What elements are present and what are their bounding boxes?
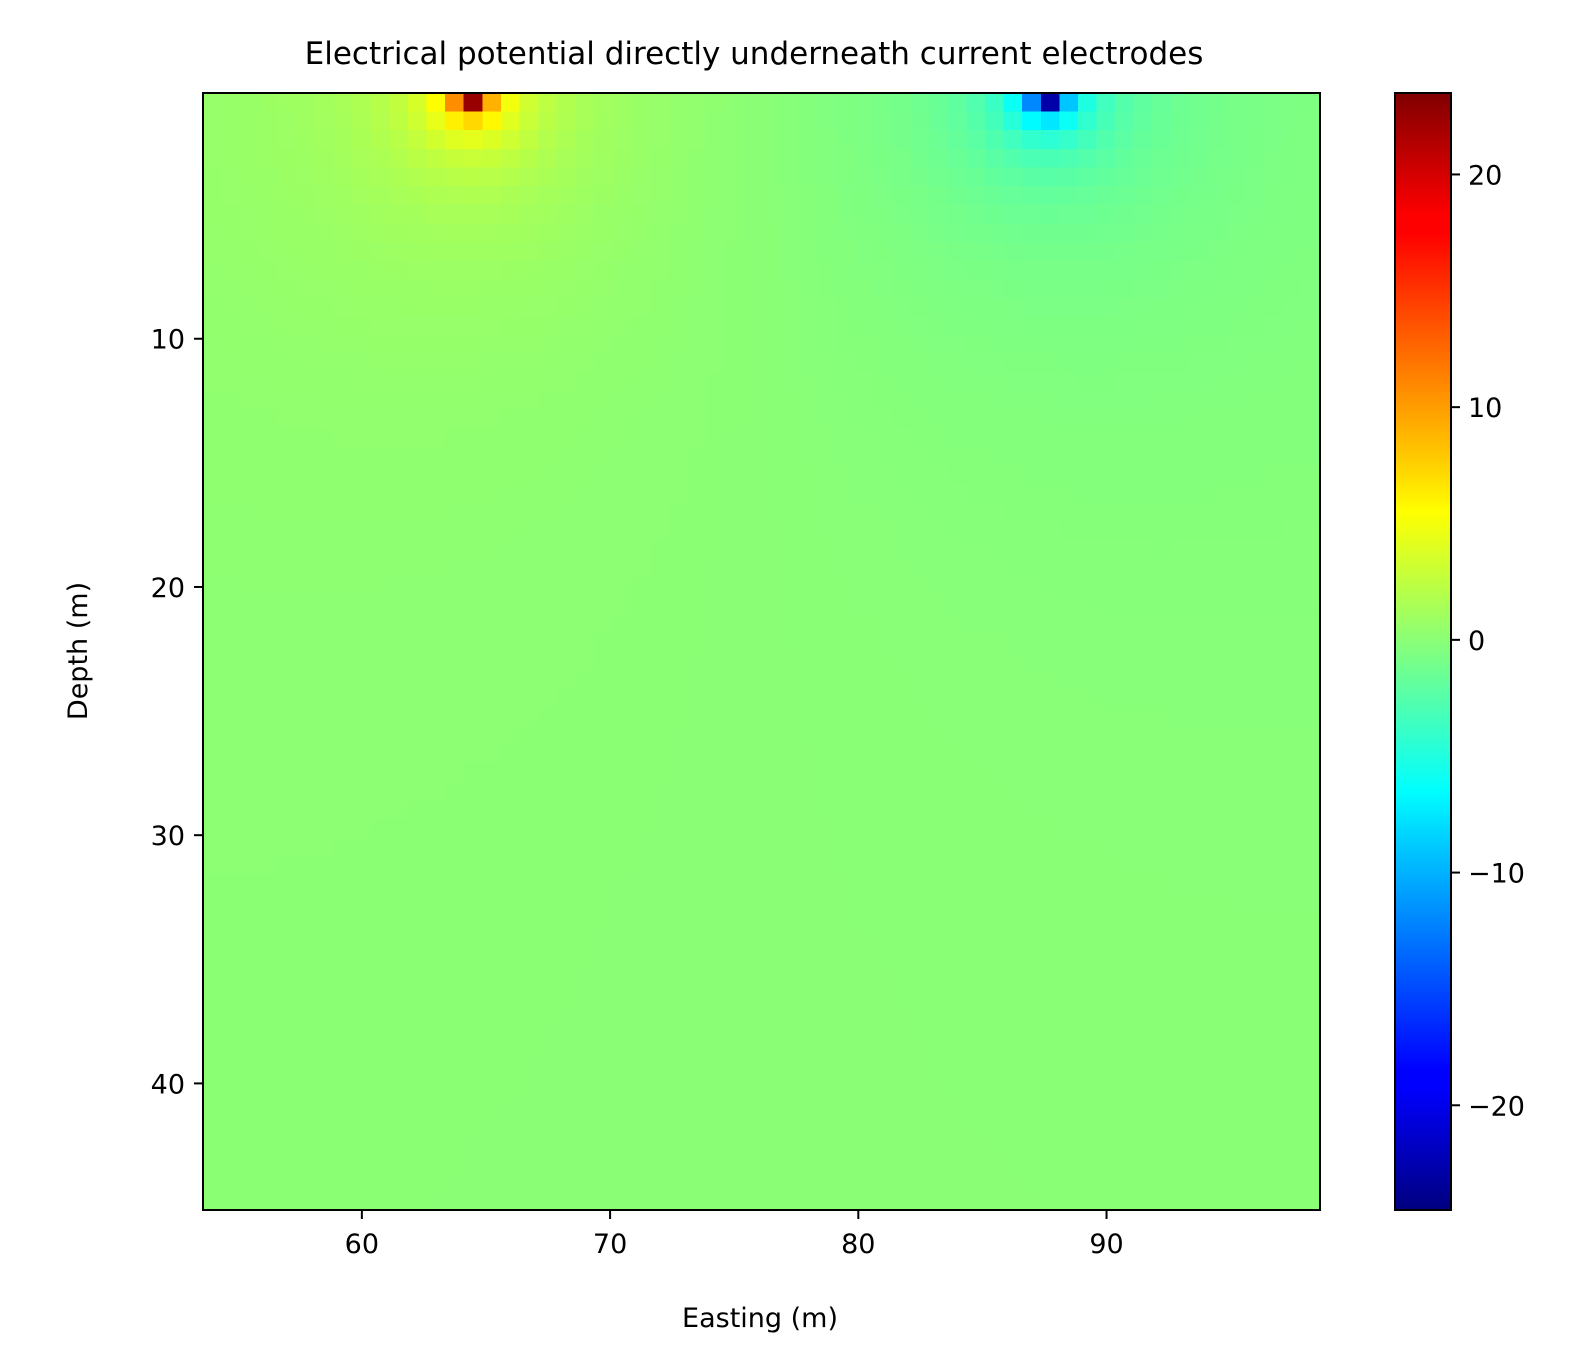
x-axis-label: Easting (m) xyxy=(682,1303,838,1334)
heatmap-image xyxy=(203,93,1320,1210)
colorbar-gradient xyxy=(1394,92,1452,1211)
y-axis-label: Depth (m) xyxy=(63,582,94,720)
colorbar-tick-label: 0 xyxy=(1468,626,1485,657)
y-tick-label: 30 xyxy=(151,821,185,852)
y-axis: 10 20 30 40 xyxy=(151,325,203,1100)
colorbar-tick-label: 20 xyxy=(1468,160,1502,191)
x-tick-label: 80 xyxy=(841,1229,875,1260)
colorbar: 20 10 0 −10 −20 xyxy=(1394,92,1525,1211)
y-tick-label: 20 xyxy=(151,573,185,604)
colorbar-tick-label: −10 xyxy=(1468,859,1525,890)
x-tick-label: 70 xyxy=(593,1229,627,1260)
colorbar-axis: 20 10 0 −10 −20 xyxy=(1451,160,1525,1122)
x-axis: 60 70 80 90 xyxy=(345,1210,1124,1260)
plot-frame xyxy=(202,92,1321,1211)
colorbar-tick-label: 10 xyxy=(1468,393,1502,424)
x-tick-label: 90 xyxy=(1089,1229,1123,1260)
colorbar-tick-label: −20 xyxy=(1468,1091,1525,1122)
x-tick-label: 60 xyxy=(345,1229,379,1260)
y-tick-label: 10 xyxy=(151,325,185,356)
heatmap-plot-area xyxy=(202,92,1321,1211)
chart-title: Electrical potential directly underneath… xyxy=(305,36,1204,72)
y-tick-label: 40 xyxy=(151,1069,185,1100)
